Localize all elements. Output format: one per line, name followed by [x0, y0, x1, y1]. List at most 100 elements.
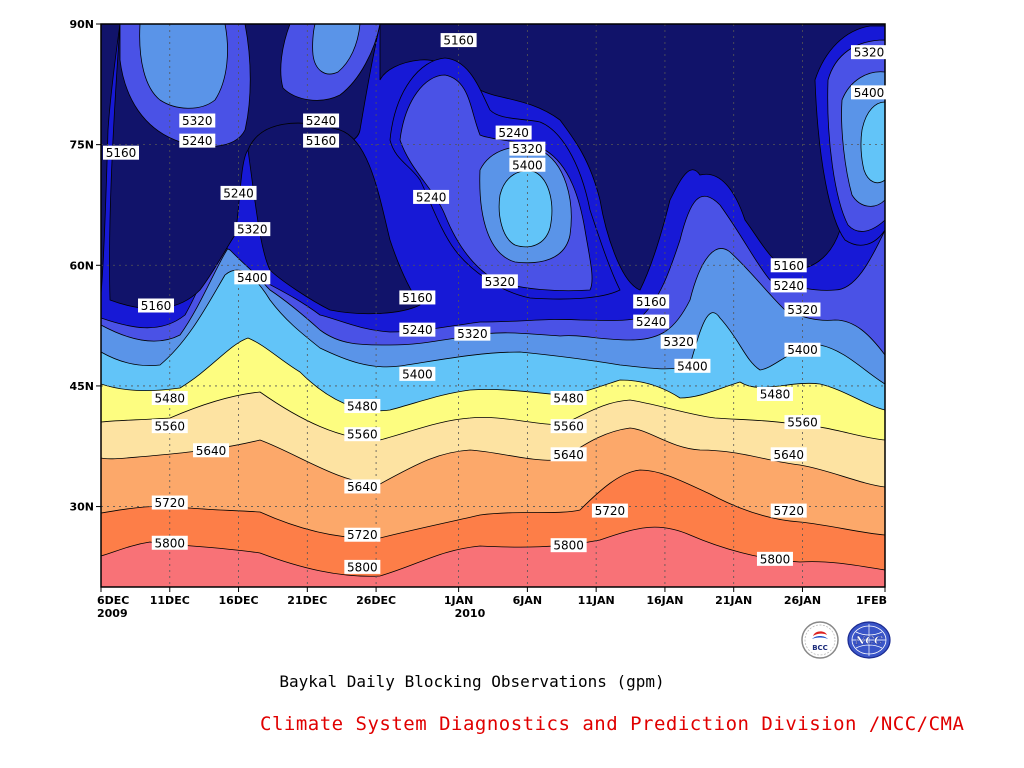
contour-label: 5800	[347, 560, 378, 574]
contour-label-bg	[591, 503, 628, 518]
x-tick-label: 26DEC	[356, 594, 396, 607]
contour-labels: 5160 5320 5240 5240 5160 5240 5320 5400 5160 5160…	[103, 33, 887, 574]
contour-label-bg	[344, 427, 381, 442]
contour-label: 5240	[636, 315, 667, 329]
contour-label-bg	[138, 298, 175, 313]
contour-label-bg	[509, 141, 546, 156]
contour-label: 5240	[416, 190, 447, 204]
contour-label: 5240	[306, 114, 337, 128]
contour-label: 5640	[773, 448, 804, 462]
contour-label: 5800	[760, 552, 791, 566]
contour-label: 5400	[854, 86, 885, 100]
contour-label-bg	[103, 145, 139, 160]
contour-label: 5560	[154, 420, 185, 434]
contour-label-bg	[344, 527, 381, 542]
contour-label: 5800	[154, 536, 185, 550]
contour-label-bg	[193, 443, 230, 458]
contour-label-bg	[399, 322, 436, 337]
contour-label-bg	[179, 113, 216, 128]
contour-label-bg	[234, 222, 271, 237]
contour-label: 5560	[553, 420, 584, 434]
contour-label: 5320	[457, 327, 488, 341]
contour-label-bg	[151, 419, 188, 434]
contour-label-bg	[784, 342, 821, 357]
y-axis: 30N 45N 60N 75N 90N	[69, 18, 101, 514]
contour-label: 5400	[237, 271, 268, 285]
contour-label-bg	[633, 314, 670, 329]
contour-label-bg	[770, 278, 807, 293]
plot-frame	[100, 23, 886, 588]
contour-label-bg	[851, 85, 887, 100]
y-tick-label: 90N	[69, 18, 94, 31]
contour-label: 5160	[402, 291, 433, 305]
contour-label: 5240	[223, 186, 254, 200]
x-tick-label: 6DEC	[97, 594, 129, 607]
contour-label-bg	[179, 133, 216, 148]
contour-label-bg	[495, 125, 532, 140]
bcc-logo: BCC	[801, 621, 839, 659]
contour-label: 5400	[512, 158, 543, 172]
contour-label: 5480	[347, 400, 378, 414]
x-tick-label: 16DEC	[219, 594, 259, 607]
svg-text:BCC: BCC	[812, 644, 828, 652]
contour-label-bg	[770, 503, 807, 518]
contour-label: 5720	[595, 504, 626, 518]
contour-label: 5480	[154, 391, 185, 405]
contour-label-bg	[633, 294, 670, 309]
contour-label: 5320	[237, 223, 268, 237]
contour-label: 5160	[636, 295, 667, 309]
contour-label-bg	[344, 559, 381, 574]
contour-label: 5160	[773, 259, 804, 273]
contour-label-bg	[770, 447, 807, 462]
contour-label: 5640	[553, 448, 584, 462]
contour-label: 5160	[306, 134, 337, 148]
y-tick-label: 30N	[69, 501, 94, 514]
x-tick-label: 16JAN	[646, 594, 683, 607]
contour-label-bg	[756, 551, 793, 566]
contour-label-bg	[660, 334, 697, 349]
contour-label: 5240	[498, 126, 529, 140]
contour-label: 5720	[154, 496, 185, 510]
contour-label-bg	[399, 366, 436, 381]
contour-label-bg	[440, 33, 477, 48]
contour-label: 5480	[553, 391, 584, 405]
contour-label-bg	[550, 447, 587, 462]
contour-label: 5400	[787, 343, 818, 357]
contour-label-bg	[151, 495, 188, 510]
x-tick-label: 1JAN	[444, 594, 473, 607]
contour-label: 5480	[760, 387, 791, 401]
contour-label-bg	[784, 415, 821, 430]
contour-label: 5560	[347, 428, 378, 442]
contour-label: 5160	[141, 299, 172, 313]
contour-label: 5240	[182, 134, 213, 148]
x-tick-label: 21JAN	[715, 594, 752, 607]
x-tick-label: 1FEB	[856, 594, 887, 607]
contour-label-bg	[756, 386, 793, 401]
contour-label: 5720	[773, 504, 804, 518]
contour-label: 5800	[553, 539, 584, 553]
contour-fill	[101, 24, 885, 587]
y-tick-label: 75N	[69, 139, 94, 152]
contour-label-bg	[399, 290, 436, 305]
contour-label: 5640	[347, 480, 378, 494]
x-tick-year: 2009	[97, 607, 128, 620]
contour-label-bg	[151, 535, 188, 550]
contour-label-bg	[481, 274, 518, 289]
contour-label-bg	[851, 45, 887, 60]
contour-label: 5320	[787, 303, 818, 317]
x-tick-label: 11DEC	[150, 594, 190, 607]
contour-label-bg	[550, 419, 587, 434]
y-tick-label: 60N	[69, 259, 94, 272]
contour-label: 5240	[773, 279, 804, 293]
svg-text:NCC: NCC	[854, 634, 883, 647]
contour-label-bg	[234, 270, 271, 285]
contour-label: 5720	[347, 528, 378, 542]
contour-label: 5160	[443, 34, 474, 48]
contour-label-bg	[344, 479, 381, 494]
contour-label-bg	[784, 302, 821, 317]
contour-label: 5400	[677, 359, 708, 373]
contour-label-bg	[550, 538, 587, 553]
contour-label: 5320	[663, 335, 694, 349]
contour-label: 5320	[512, 142, 543, 156]
